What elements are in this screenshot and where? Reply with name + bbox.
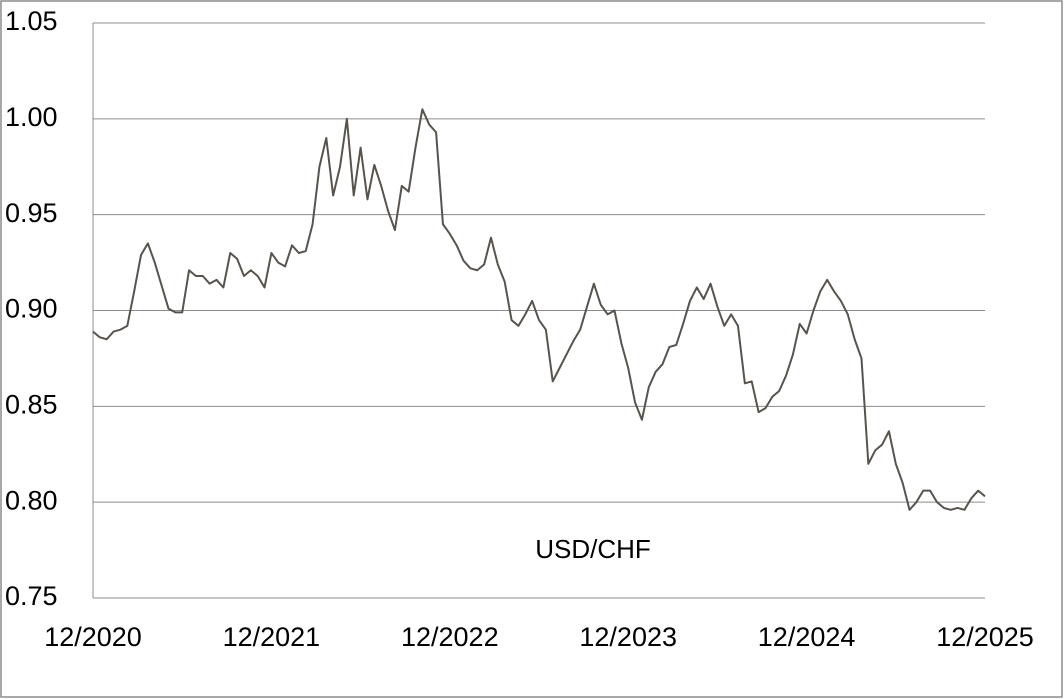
y-tick-label: 1.05 [5,6,58,36]
x-tick-label: 12/2022 [401,622,499,652]
x-tick-label: 12/2021 [223,622,321,652]
data-line [92,108,986,511]
x-tick-label: 12/2023 [579,622,677,652]
x-tick-label: 12/2020 [44,622,142,652]
x-tick-label: 12/2024 [758,622,856,652]
y-tick-label: 0.75 [5,581,58,611]
y-tick-label: 0.80 [5,485,58,515]
y-tick-label: 0.95 [5,198,58,228]
y-tick-label: 0.90 [5,294,58,324]
y-tick-label: 1.00 [5,102,58,132]
x-tick-label: 12/2025 [936,622,1034,652]
y-tick-label: 0.85 [5,389,58,419]
series-label: USD/CHF [535,534,651,564]
